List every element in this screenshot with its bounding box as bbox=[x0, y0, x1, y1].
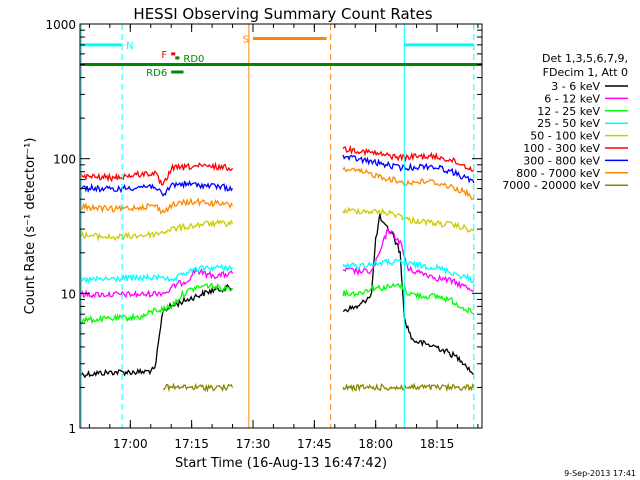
y-axis: 1 10 100 1000 bbox=[45, 18, 482, 436]
series-line-3-6-kev-0 bbox=[80, 283, 233, 379]
series-12-25-kev bbox=[80, 281, 475, 325]
legend-label-50-100-kev: 50 - 100 keV bbox=[530, 130, 600, 143]
y-tick-label-1000: 1000 bbox=[45, 18, 76, 32]
plot-frame bbox=[79, 23, 483, 429]
series-line-800-7000-kev-0 bbox=[81, 197, 234, 215]
x-tick-label-17-00: 17:00 bbox=[113, 437, 148, 451]
annotations: N F RD0 RD6 S bbox=[80, 35, 482, 79]
legend: Det 1,3,5,6,7,9,FDecim 1, Att 03 - 6 keV… bbox=[502, 52, 628, 192]
legend-label-3-6-kev: 3 - 6 keV bbox=[551, 80, 600, 93]
series-line-12-25-kev-1 bbox=[342, 281, 475, 315]
x-tick-label-18-15: 18:15 bbox=[420, 437, 455, 451]
annotation-label-rd6: RD6 bbox=[146, 68, 167, 79]
series-800-7000-kev bbox=[81, 166, 475, 215]
series-line-7000-20000-kev-0 bbox=[162, 382, 234, 393]
series-line-300-800-kev-0 bbox=[80, 179, 234, 197]
legend-label-300-800-kev: 300 - 800 keV bbox=[523, 154, 600, 167]
x-axis: 17:00 17:15 17:30 17:45 18:00 18:15 bbox=[88, 24, 479, 451]
legend-label-12-25-kev: 12 - 25 keV bbox=[537, 105, 600, 118]
legend-label-800-7000-kev: 800 - 7000 keV bbox=[516, 167, 600, 180]
x-tick-label-17-45: 17:45 bbox=[297, 437, 332, 451]
series-line-800-7000-kev-1 bbox=[342, 166, 475, 201]
series-line-12-25-kev-0 bbox=[80, 282, 234, 325]
y-tick-label-1: 1 bbox=[68, 422, 76, 436]
annotation-label-s: S bbox=[243, 35, 249, 46]
vertical-markers bbox=[80, 24, 475, 428]
chart-title: HESSI Observing Summary Count Rates bbox=[133, 5, 432, 23]
series-line-25-50-kev-1 bbox=[342, 257, 475, 284]
series-3-6-kev bbox=[80, 213, 475, 379]
series-6-12-kev bbox=[80, 228, 475, 299]
series-50-100-kev bbox=[80, 206, 475, 242]
legend-header-0: Det 1,3,5,6,7,9, bbox=[542, 52, 628, 65]
series-100-300-kev bbox=[80, 144, 475, 186]
y-tick-label-100: 100 bbox=[53, 153, 76, 167]
legend-label-25-50-kev: 25 - 50 keV bbox=[537, 117, 600, 130]
series-line-6-12-kev-1 bbox=[343, 228, 475, 292]
series-line-3-6-kev-1 bbox=[342, 213, 475, 375]
annotation-label-rd0: RD0 bbox=[183, 54, 204, 65]
series-line-6-12-kev-0 bbox=[80, 266, 234, 299]
x-tick-label-17-15: 17:15 bbox=[174, 437, 209, 451]
timestamp: 9-Sep-2013 17:41 bbox=[564, 469, 636, 478]
series-line-50-100-kev-1 bbox=[342, 206, 475, 233]
series-25-50-kev bbox=[80, 257, 475, 285]
series-layer bbox=[80, 144, 475, 393]
series-line-100-300-kev-0 bbox=[80, 161, 234, 186]
annotation-label-n: N bbox=[126, 41, 133, 52]
legend-label-6-12-kev: 6 - 12 keV bbox=[544, 92, 600, 105]
y-tick-label-10: 10 bbox=[61, 287, 76, 301]
legend-label-100-300-kev: 100 - 300 keV bbox=[523, 142, 600, 155]
x-axis-label: Start Time (16-Aug-13 16:47:42) bbox=[175, 456, 387, 471]
legend-header-1: FDecim 1, Att 0 bbox=[543, 66, 628, 79]
x-tick-label-18-00: 18:00 bbox=[358, 437, 393, 451]
series-line-25-50-kev-0 bbox=[80, 263, 234, 285]
y-axis-label: Count Rate (s⁻¹ detector⁻¹) bbox=[23, 138, 38, 315]
series-300-800-kev bbox=[80, 154, 475, 197]
x-tick-label-17-30: 17:30 bbox=[236, 437, 271, 451]
annotation-label-f: F bbox=[161, 50, 167, 61]
series-line-100-300-kev-1 bbox=[342, 144, 475, 172]
series-line-300-800-kev-1 bbox=[342, 154, 475, 184]
series-7000-20000-kev bbox=[162, 382, 475, 393]
legend-label-7000-20000-kev: 7000 - 20000 keV bbox=[502, 179, 600, 192]
series-line-7000-20000-kev-1 bbox=[342, 382, 475, 393]
series-line-50-100-kev-0 bbox=[80, 218, 234, 242]
